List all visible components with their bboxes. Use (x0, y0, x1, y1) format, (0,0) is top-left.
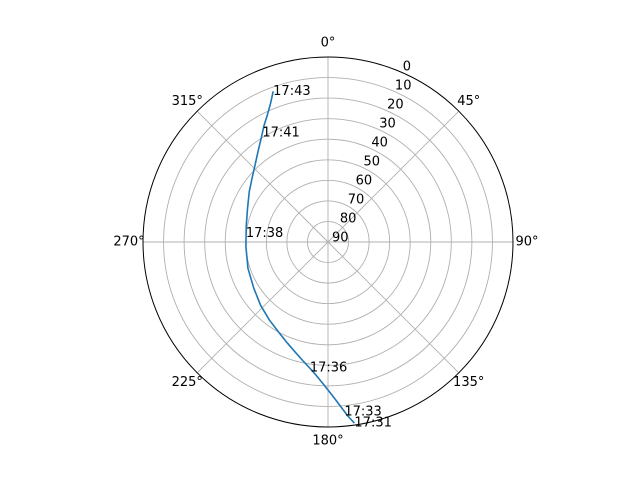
radial-tick-label: 30 (379, 117, 396, 132)
angular-tick-label: 225° (172, 375, 203, 390)
angular-gridline-315 (196, 110, 329, 243)
polar-frame (142, 56, 514, 428)
radial-tick-label: 90 (332, 231, 349, 246)
radial-tick-label: 0 (403, 60, 411, 75)
radial-tick-label: 80 (340, 212, 357, 227)
angular-tick-label: 90° (515, 235, 538, 250)
time-annotation: 17:43 (273, 84, 310, 99)
angular-tick-label: 270° (113, 235, 144, 250)
radial-tick-label: 20 (387, 98, 404, 113)
time-annotation: 17:41 (262, 125, 299, 140)
angular-tick-labels: 0° 45° 90° 135° 180° 225° 270° 315° (113, 36, 538, 449)
radial-tick-label: 60 (356, 174, 373, 189)
radial-tick-label: 70 (348, 193, 365, 208)
radial-tick-label: 10 (395, 79, 412, 94)
angular-gridline-45 (327, 110, 460, 243)
radial-tick-label: 40 (371, 136, 388, 151)
elevation-track-line (245, 91, 355, 424)
angular-tick-label: 0° (321, 36, 336, 51)
radial-tick-labels: 0 10 20 30 40 50 60 70 80 90 (332, 60, 411, 246)
angular-gridline-135 (327, 241, 460, 374)
radial-tick-label: 50 (363, 155, 380, 170)
time-annotation: 17:36 (310, 361, 347, 376)
time-annotation: 17:33 (344, 404, 381, 419)
time-annotation: 17:31 (354, 416, 391, 431)
angular-tick-label: 45° (457, 94, 480, 109)
series-layer (245, 91, 355, 424)
angular-tick-label: 315° (172, 94, 203, 109)
angular-gridlines (143, 57, 513, 427)
time-annotation: 17:38 (246, 226, 283, 241)
angular-tick-label: 135° (453, 375, 484, 390)
angular-tick-label: 180° (312, 434, 343, 449)
